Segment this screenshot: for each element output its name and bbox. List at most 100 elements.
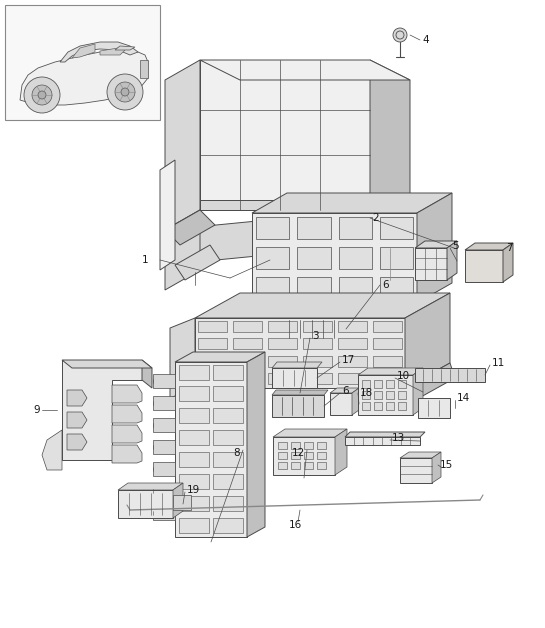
Polygon shape bbox=[374, 402, 382, 410]
Polygon shape bbox=[142, 360, 152, 388]
Polygon shape bbox=[272, 368, 317, 388]
Polygon shape bbox=[338, 277, 372, 299]
Circle shape bbox=[115, 82, 135, 102]
Polygon shape bbox=[118, 483, 183, 490]
Polygon shape bbox=[175, 362, 247, 537]
Polygon shape bbox=[179, 496, 209, 511]
Polygon shape bbox=[252, 213, 417, 303]
Polygon shape bbox=[153, 396, 175, 410]
Polygon shape bbox=[198, 373, 227, 384]
Polygon shape bbox=[179, 386, 209, 401]
Polygon shape bbox=[415, 368, 485, 382]
Polygon shape bbox=[118, 490, 173, 518]
Circle shape bbox=[24, 77, 60, 113]
Polygon shape bbox=[304, 462, 313, 469]
Polygon shape bbox=[272, 395, 324, 417]
Polygon shape bbox=[278, 462, 287, 469]
Text: 10: 10 bbox=[397, 371, 410, 381]
Polygon shape bbox=[503, 243, 513, 282]
Polygon shape bbox=[153, 484, 175, 498]
Text: 6: 6 bbox=[382, 280, 389, 290]
Polygon shape bbox=[320, 303, 332, 315]
Polygon shape bbox=[256, 217, 289, 239]
Polygon shape bbox=[272, 390, 328, 395]
Polygon shape bbox=[273, 429, 347, 437]
Polygon shape bbox=[179, 365, 209, 380]
Polygon shape bbox=[317, 462, 326, 469]
Polygon shape bbox=[335, 429, 347, 475]
Polygon shape bbox=[198, 338, 227, 349]
Polygon shape bbox=[374, 380, 382, 388]
Polygon shape bbox=[179, 430, 209, 445]
Polygon shape bbox=[380, 277, 413, 299]
Polygon shape bbox=[398, 380, 406, 388]
Text: 3: 3 bbox=[312, 331, 319, 341]
Polygon shape bbox=[373, 373, 402, 384]
Polygon shape bbox=[373, 338, 402, 349]
Text: 7: 7 bbox=[506, 243, 513, 253]
Polygon shape bbox=[233, 356, 262, 367]
Polygon shape bbox=[67, 412, 87, 428]
Polygon shape bbox=[362, 402, 370, 410]
Polygon shape bbox=[179, 452, 209, 467]
Polygon shape bbox=[153, 374, 175, 388]
Polygon shape bbox=[213, 496, 243, 511]
Polygon shape bbox=[370, 303, 382, 315]
Polygon shape bbox=[338, 373, 367, 384]
Polygon shape bbox=[432, 452, 441, 483]
Polygon shape bbox=[112, 405, 142, 423]
Polygon shape bbox=[338, 321, 367, 332]
Polygon shape bbox=[112, 385, 142, 403]
Polygon shape bbox=[153, 440, 175, 454]
Polygon shape bbox=[297, 277, 330, 299]
Polygon shape bbox=[165, 60, 200, 230]
Polygon shape bbox=[153, 506, 175, 520]
Polygon shape bbox=[268, 321, 297, 332]
Polygon shape bbox=[170, 318, 195, 398]
Polygon shape bbox=[386, 391, 394, 399]
Polygon shape bbox=[179, 518, 209, 533]
Polygon shape bbox=[165, 210, 215, 245]
Polygon shape bbox=[278, 318, 346, 340]
Text: 17: 17 bbox=[342, 355, 355, 365]
Polygon shape bbox=[465, 250, 503, 282]
Polygon shape bbox=[213, 365, 243, 380]
Polygon shape bbox=[278, 313, 350, 318]
Polygon shape bbox=[278, 442, 287, 449]
Polygon shape bbox=[42, 430, 62, 470]
Polygon shape bbox=[317, 442, 326, 449]
Polygon shape bbox=[297, 247, 330, 269]
Polygon shape bbox=[400, 458, 432, 483]
Polygon shape bbox=[256, 277, 289, 299]
Polygon shape bbox=[338, 247, 372, 269]
Text: 6: 6 bbox=[342, 386, 349, 396]
Polygon shape bbox=[295, 303, 307, 315]
Polygon shape bbox=[291, 462, 300, 469]
Polygon shape bbox=[213, 430, 243, 445]
Polygon shape bbox=[67, 390, 87, 406]
Polygon shape bbox=[303, 356, 332, 367]
Text: 16: 16 bbox=[288, 520, 301, 530]
Polygon shape bbox=[278, 452, 287, 459]
Bar bbox=[5, 5, 160, 120]
Polygon shape bbox=[200, 200, 370, 210]
Polygon shape bbox=[20, 50, 148, 105]
Text: 14: 14 bbox=[457, 393, 470, 403]
Polygon shape bbox=[198, 356, 227, 367]
Polygon shape bbox=[398, 391, 406, 399]
Text: 15: 15 bbox=[440, 460, 453, 470]
Polygon shape bbox=[195, 293, 450, 318]
Text: 11: 11 bbox=[492, 358, 505, 368]
Polygon shape bbox=[303, 373, 332, 384]
Polygon shape bbox=[62, 360, 142, 460]
Polygon shape bbox=[415, 241, 457, 248]
Polygon shape bbox=[115, 46, 135, 50]
Text: 2: 2 bbox=[372, 213, 379, 223]
Polygon shape bbox=[175, 245, 220, 280]
Circle shape bbox=[32, 85, 52, 105]
Polygon shape bbox=[405, 363, 455, 403]
Polygon shape bbox=[418, 398, 450, 418]
Polygon shape bbox=[291, 452, 300, 459]
Polygon shape bbox=[200, 60, 410, 80]
Polygon shape bbox=[160, 160, 175, 270]
